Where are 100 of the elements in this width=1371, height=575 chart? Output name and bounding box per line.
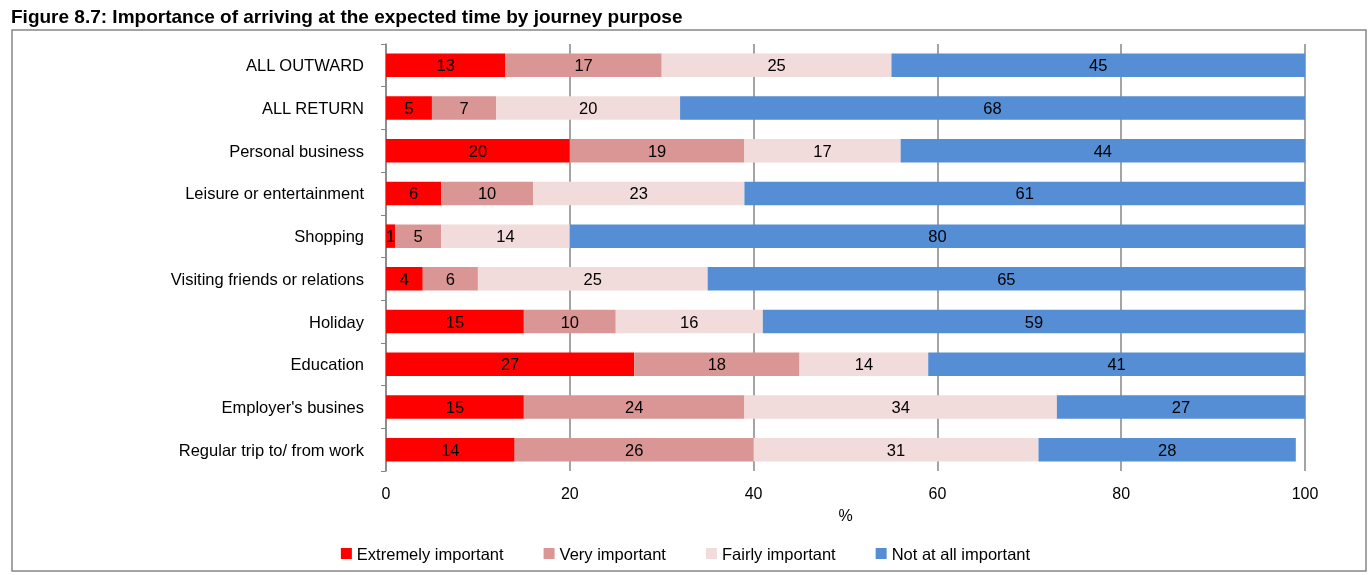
bar [799, 352, 929, 376]
bar [441, 224, 570, 248]
bar [386, 352, 635, 376]
data-label: 65 [997, 269, 1016, 288]
x-axis-title: % [838, 507, 853, 525]
bar [386, 181, 442, 206]
y-tick-label: Education [290, 355, 364, 374]
bar [514, 437, 754, 462]
data-label: 28 [1157, 440, 1177, 459]
data-label: 6 [408, 184, 419, 203]
bar [533, 181, 745, 206]
bar [762, 309, 1305, 334]
data-label: 10 [560, 312, 579, 331]
bar [661, 53, 892, 78]
bar [707, 267, 1305, 291]
chart-title: Figure 8.7: Importance of arriving at the expected time by journey purpose [11, 6, 683, 27]
bar [744, 181, 1305, 206]
data-label: 5 [404, 99, 414, 118]
bar [523, 309, 616, 334]
bar [477, 267, 708, 291]
legend-label: Not at all important [891, 544, 1031, 563]
data-label: 34 [891, 397, 910, 416]
bar [386, 267, 423, 291]
bar [744, 395, 1057, 419]
y-tick-label: Personal business [229, 141, 364, 160]
bar [386, 309, 524, 334]
data-label: 14 [496, 227, 515, 246]
bar [1038, 437, 1296, 462]
bar [386, 437, 515, 462]
bar [395, 224, 442, 248]
bar [680, 96, 1305, 120]
bar [615, 309, 763, 334]
data-label: 17 [813, 141, 832, 160]
data-label: 14 [441, 440, 460, 459]
data-label: 41 [1107, 355, 1126, 374]
data-label: 10 [477, 184, 497, 203]
data-label: 26 [624, 440, 644, 459]
bar [928, 352, 1305, 376]
bar [891, 53, 1305, 78]
data-label: 1 [386, 227, 396, 246]
x-tick-label: 0 [381, 484, 391, 502]
bar [744, 139, 901, 163]
data-label: 61 [1015, 184, 1034, 203]
data-label: 14 [854, 355, 874, 374]
bar [523, 395, 745, 419]
y-tick-label: Shopping [294, 227, 364, 246]
data-label: 27 [1171, 397, 1191, 416]
bar [422, 267, 478, 291]
bar [569, 224, 1305, 248]
x-tick-label: 80 [1112, 484, 1131, 502]
bar [431, 96, 497, 120]
y-tick-label: Regular trip to/ from work [178, 440, 365, 459]
bar [386, 395, 524, 419]
y-tick-label: Employer's busines [221, 397, 364, 416]
data-label: 6 [445, 269, 455, 288]
y-tick-label: Visiting friends or relations [170, 269, 364, 288]
bar [496, 96, 681, 120]
y-tick-label: Leisure or entertainment [185, 184, 365, 203]
data-label: 59 [1024, 312, 1044, 331]
data-label: 18 [707, 355, 727, 374]
bar [634, 352, 800, 376]
data-label: 17 [574, 56, 593, 75]
data-label: 15 [445, 397, 465, 416]
x-tick-label: 100 [1291, 484, 1319, 502]
data-label: 44 [1093, 141, 1112, 160]
bar [900, 139, 1305, 163]
data-label: 25 [583, 269, 602, 288]
data-label: 19 [647, 141, 667, 160]
data-label: 80 [928, 227, 947, 246]
data-label: 16 [680, 312, 699, 331]
data-label: 13 [436, 56, 455, 75]
legend-label: Fairly important [721, 544, 837, 563]
y-tick-label: Holiday [308, 312, 365, 331]
y-tick-label: ALL OUTWARD [246, 56, 365, 75]
data-label: 4 [399, 269, 409, 288]
data-label: 45 [1089, 56, 1108, 75]
data-label: 25 [767, 56, 786, 75]
data-label: 20 [579, 99, 598, 118]
bar [569, 139, 745, 163]
data-label: 7 [459, 99, 469, 118]
data-label: 27 [500, 355, 520, 374]
data-label: 24 [624, 397, 644, 416]
x-tick-label: 40 [744, 484, 763, 502]
bar [386, 53, 506, 78]
x-tick-label: 60 [928, 484, 947, 502]
legend-label: Very important [559, 544, 667, 563]
bar [386, 139, 570, 163]
x-tick-label: 20 [560, 484, 579, 502]
data-label: 68 [983, 99, 1002, 118]
bar [1056, 395, 1305, 419]
legend-label: Extremely important [356, 544, 504, 563]
data-label: 20 [468, 141, 488, 160]
bar [386, 96, 432, 120]
bar [505, 53, 662, 78]
data-label: 31 [886, 440, 906, 459]
data-label: 23 [629, 184, 648, 203]
data-label: 15 [445, 312, 465, 331]
bar [441, 181, 534, 206]
bar [753, 437, 1039, 462]
y-tick-label: ALL RETURN [261, 99, 364, 118]
